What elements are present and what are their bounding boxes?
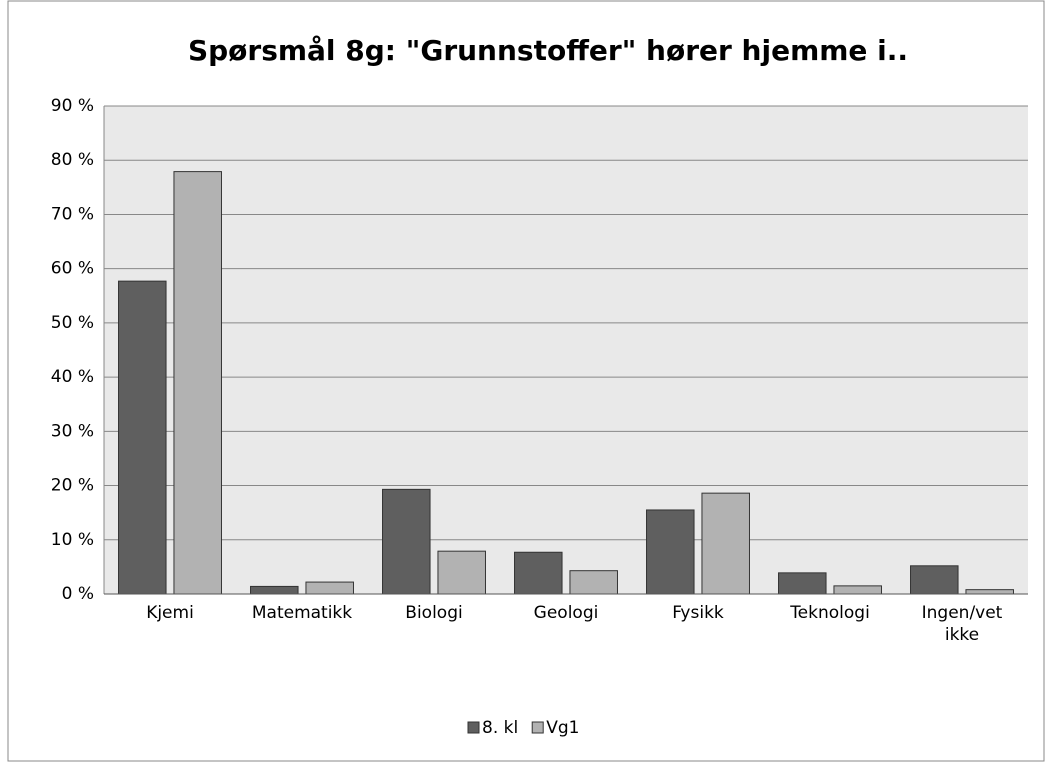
bar: [833, 585, 882, 595]
y-tick-label: 80 %: [51, 150, 94, 170]
bar: [569, 570, 618, 595]
x-tick-label: Teknologi: [789, 603, 870, 623]
bar: [701, 492, 750, 595]
plot-area: [104, 106, 1028, 594]
bar: [646, 509, 695, 595]
legend-label: Vg1: [546, 718, 579, 738]
legend-label: 8. kl: [482, 718, 518, 738]
y-tick-label: 90 %: [51, 96, 94, 116]
bar: [305, 581, 354, 595]
x-tick-label: Biologi: [405, 603, 462, 623]
bar: [173, 171, 222, 595]
bar: [910, 565, 959, 595]
bar: [514, 551, 563, 595]
legend-swatch: [467, 721, 480, 734]
bar: [118, 280, 167, 595]
legend-swatch: [531, 721, 544, 734]
x-tick-label: Geologi: [534, 603, 599, 623]
bar: [382, 488, 431, 595]
y-tick-label: 10 %: [51, 530, 94, 550]
y-tick-label: 50 %: [51, 313, 94, 333]
y-tick-label: 60 %: [51, 259, 94, 279]
y-tick-label: 40 %: [51, 367, 94, 387]
bar: [778, 572, 827, 595]
y-tick-label: 70 %: [51, 204, 94, 224]
x-tick-label: Matematikk: [252, 603, 352, 623]
x-tick-label: Kjemi: [146, 603, 194, 623]
y-tick-label: 30 %: [51, 421, 94, 441]
bar: [250, 585, 299, 595]
x-tick-label: Fysikk: [672, 603, 724, 623]
bar: [965, 589, 1014, 595]
x-tick-label: Ingen/vet ikke: [922, 603, 1003, 645]
bar: [437, 550, 486, 595]
chart-title: Spørsmål 8g: "Grunnstoffer" hører hjemme…: [188, 34, 908, 67]
y-tick-label: 0 %: [62, 584, 94, 604]
y-tick-label: 20 %: [51, 476, 94, 496]
